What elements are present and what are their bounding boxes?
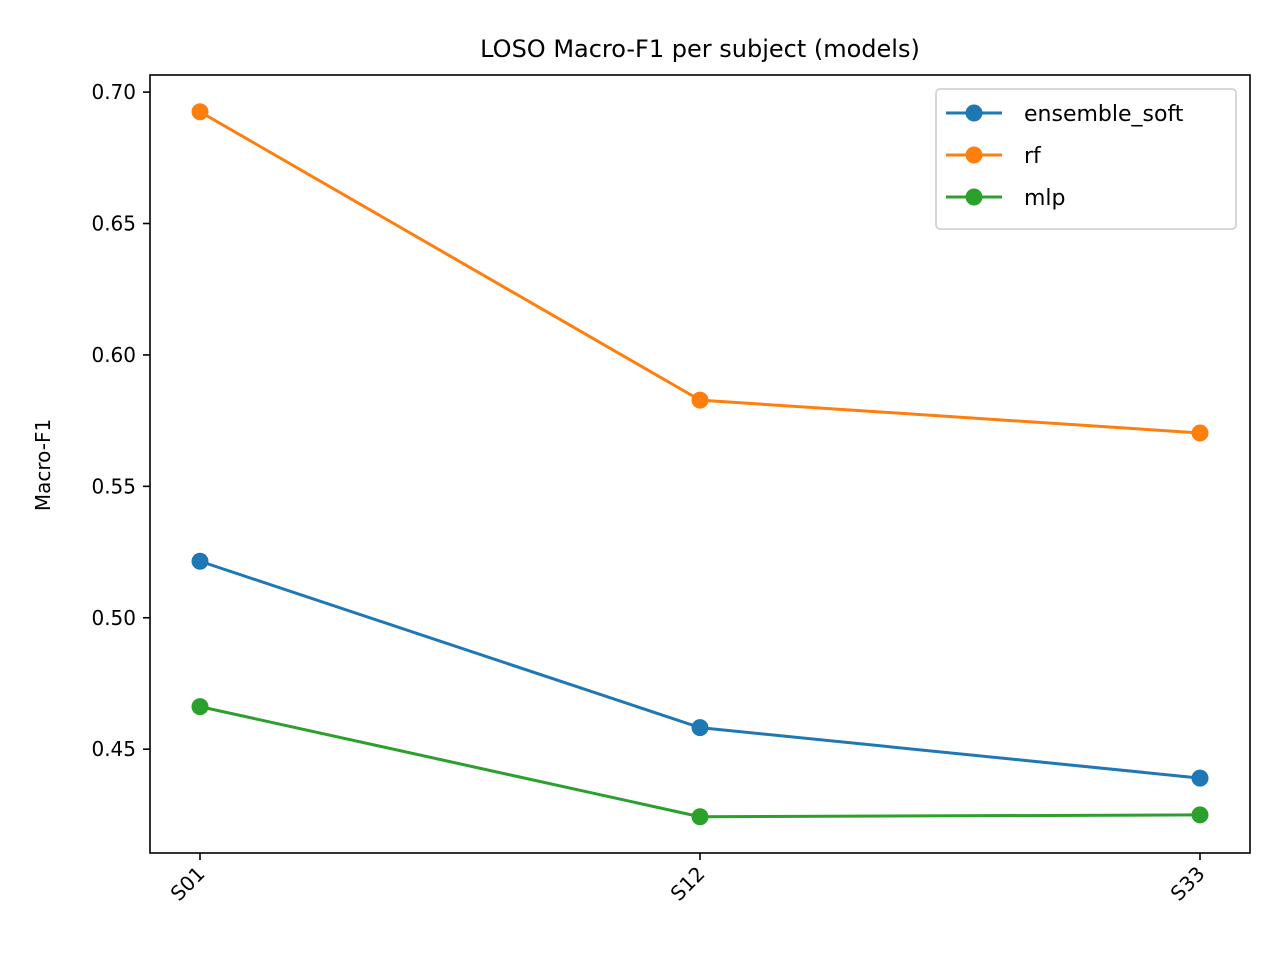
legend-marker-ensemble_soft	[965, 104, 983, 122]
y-tick-label: 0.55	[91, 474, 136, 498]
y-tick-label: 0.70	[91, 80, 136, 104]
legend-marker-rf	[965, 146, 983, 164]
data-point-ensemble_soft	[191, 552, 209, 570]
data-point-rf	[1191, 424, 1209, 442]
y-axis-label: Macro-F1	[31, 419, 55, 511]
legend-marker-mlp	[965, 188, 983, 206]
y-tick-label: 0.60	[91, 343, 136, 367]
data-point-mlp	[1191, 806, 1209, 824]
chart-title: LOSO Macro-F1 per subject (models)	[480, 35, 920, 63]
data-point-rf	[691, 391, 709, 409]
y-tick-label: 0.45	[91, 737, 136, 761]
legend-label-mlp: mlp	[1024, 186, 1066, 211]
data-point-rf	[191, 103, 209, 121]
data-point-ensemble_soft	[1191, 769, 1209, 787]
data-point-mlp	[691, 808, 709, 826]
legend-label-rf: rf	[1024, 144, 1042, 169]
data-point-ensemble_soft	[691, 719, 709, 737]
data-point-mlp	[191, 698, 209, 716]
y-tick-label: 0.65	[91, 212, 136, 236]
y-tick-label: 0.50	[91, 606, 136, 630]
legend-label-ensemble_soft: ensemble_soft	[1024, 102, 1184, 127]
legend-box	[935, 88, 1237, 230]
plot-frame	[149, 74, 1251, 854]
